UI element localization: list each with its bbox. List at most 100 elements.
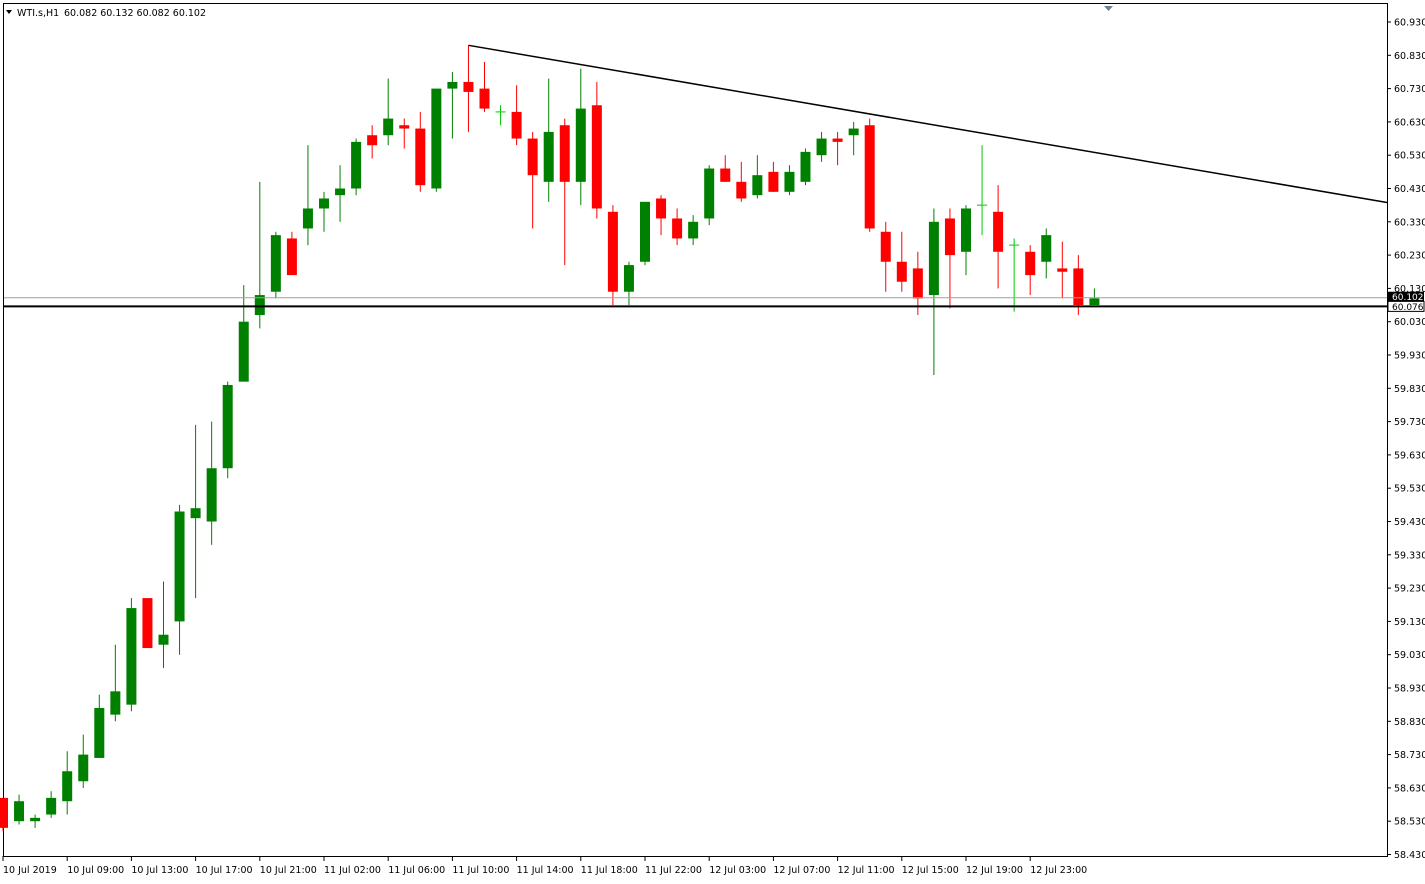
candle[interactable] [640,201,650,266]
candle[interactable] [591,81,602,219]
candle-body [110,691,121,715]
candle[interactable] [800,148,811,186]
x-tick-label: 12 Jul 07:00 [773,865,830,876]
candle[interactable] [977,145,988,236]
candle[interactable] [14,794,25,825]
candle[interactable] [46,791,57,818]
candle[interactable] [463,45,474,132]
candle[interactable] [30,814,41,828]
candle[interactable] [174,504,185,655]
y-tick-label: 60.830 [1394,51,1425,62]
candle[interactable] [110,644,121,722]
candle[interactable] [238,285,249,382]
candle[interactable] [688,215,699,246]
candle[interactable] [479,61,490,112]
symbol-name: WTI.s,H1 [17,8,59,19]
candle[interactable] [1089,288,1100,306]
x-tick-label: 11 Jul 10:00 [452,865,509,876]
candle[interactable] [495,105,506,126]
candle[interactable] [993,185,1004,289]
candle[interactable] [1073,255,1084,316]
candle[interactable] [94,694,105,758]
candle[interactable] [142,598,153,649]
candle[interactable] [559,118,570,266]
candle[interactable] [0,797,8,832]
candle[interactable] [335,165,346,222]
candle[interactable] [736,161,747,202]
candle[interactable] [896,231,907,292]
candle[interactable] [254,181,265,329]
candle[interactable] [720,155,731,182]
candle[interactable] [527,131,538,229]
candle[interactable] [1009,238,1020,312]
candle[interactable] [190,424,201,599]
candle-body [543,131,554,182]
candle[interactable] [816,131,827,162]
y-tick-label: 60.530 [1394,151,1425,162]
scroll-marker-icon[interactable] [1104,6,1113,11]
x-tick-label: 10 Jul 13:00 [131,865,188,876]
candle[interactable] [656,195,667,236]
candle[interactable] [784,165,795,196]
candle-body [591,105,602,209]
candle-body [431,88,442,189]
candle[interactable] [768,161,779,192]
candle[interactable] [270,231,281,299]
candle[interactable] [62,751,73,815]
candle[interactable] [961,205,971,276]
candle[interactable] [126,598,137,712]
triangle-down-icon[interactable] [6,10,12,14]
candle[interactable] [928,208,939,375]
candle[interactable] [158,581,169,669]
candle[interactable] [511,85,522,146]
candle[interactable] [704,165,715,226]
candle-body [463,81,474,92]
candle[interactable] [1025,245,1036,296]
candle[interactable] [832,131,843,166]
candle[interactable] [880,221,891,292]
candle[interactable] [351,138,362,196]
current-price-text: 60.102 [1392,293,1424,303]
y-tick-label: 59.030 [1394,650,1425,661]
trend-line[interactable] [468,44,1388,204]
candle[interactable] [912,251,923,316]
candle[interactable] [319,191,329,232]
lines-layer[interactable] [4,44,1388,308]
candle-body [848,128,859,136]
candle[interactable] [607,205,618,306]
candle[interactable] [206,421,217,545]
candle[interactable] [367,125,378,159]
candle[interactable] [78,734,89,788]
candle[interactable] [431,88,442,192]
candle[interactable] [399,118,410,149]
candle[interactable] [672,208,683,246]
candle[interactable] [415,111,426,192]
candle[interactable] [543,78,554,202]
candle-body [190,508,201,519]
candle[interactable] [848,121,859,156]
candle-body [158,634,169,645]
time-axis[interactable]: 10 Jul 2019 10 Jul 09:00 10 Jul 13:00 10 Ju… [2,856,1087,876]
candle[interactable] [944,208,955,309]
candle[interactable] [302,145,313,246]
candle-body [704,168,715,219]
candle-body [415,128,426,186]
y-tick-label: 58.730 [1394,750,1425,761]
price-axis[interactable]: 60.930 60.830 60.730 60.630 60.530 60.430 60.3… [1387,18,1425,862]
candle-body [1073,268,1084,306]
candle[interactable] [1057,241,1068,299]
candle[interactable] [222,381,233,479]
candle-body [832,138,843,142]
candle-body [511,111,522,139]
candle-body [736,181,747,199]
candle[interactable] [752,155,763,199]
candle[interactable] [575,68,586,206]
candle-body [672,218,683,239]
candle[interactable] [447,71,458,139]
candle[interactable] [1041,228,1052,279]
candle[interactable] [286,231,297,276]
y-tick-label: 60.130 [1394,284,1425,295]
candle[interactable] [383,78,394,146]
candle[interactable] [864,118,875,232]
